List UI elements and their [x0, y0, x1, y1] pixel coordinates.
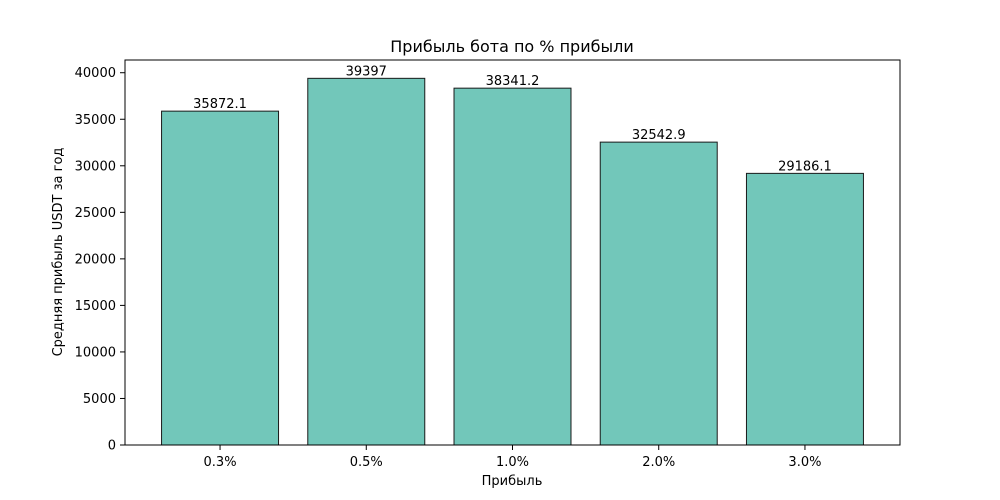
x-tick-label: 0.3% — [204, 455, 237, 470]
x-tick-label: 0.5% — [350, 455, 383, 470]
bar — [453, 87, 572, 446]
bar — [599, 141, 718, 446]
y-tick-label: 10000 — [75, 345, 116, 360]
y-tick-label: 25000 — [75, 206, 116, 221]
plot-frame — [124, 59, 901, 446]
bar — [307, 77, 426, 446]
x-axis-ticks: 0.3% 0.5% 1.0% 2.0% 3.0% — [204, 445, 821, 470]
bar-value-label: 35872.1 — [193, 97, 247, 112]
bar-value-label: 29186.1 — [778, 159, 832, 174]
y-tick-label: 30000 — [75, 159, 116, 174]
y-tick-label: 0 — [108, 439, 116, 454]
x-tick-label: 1.0% — [496, 455, 529, 470]
x-tick-label: 2.0% — [642, 455, 675, 470]
y-axis-label: Средняя прибыль USDT за год — [51, 148, 66, 357]
bar — [161, 110, 280, 446]
y-axis-ticks: 0 5000 10000 15000 20000 25000 30000 35000 40000 — [75, 66, 125, 454]
y-tick-label: 15000 — [75, 299, 116, 314]
y-tick-label: 20000 — [75, 252, 116, 267]
bar-value-label: 39397 — [346, 64, 387, 79]
y-tick-label: 35000 — [75, 113, 116, 128]
bars-group: 35872.1 39397 38341.2 32542.9 29186.1 — [161, 64, 864, 446]
chart-title: Прибыль бота по % прибыли — [390, 37, 633, 56]
x-tick-label: 3.0% — [788, 455, 821, 470]
x-axis-label: Прибыль — [482, 474, 543, 489]
bar-value-label: 38341.2 — [486, 74, 540, 89]
bar-value-label: 32542.9 — [632, 128, 686, 143]
y-tick-label: 5000 — [83, 392, 116, 407]
bar — [745, 172, 864, 446]
y-tick-label: 40000 — [75, 66, 116, 81]
